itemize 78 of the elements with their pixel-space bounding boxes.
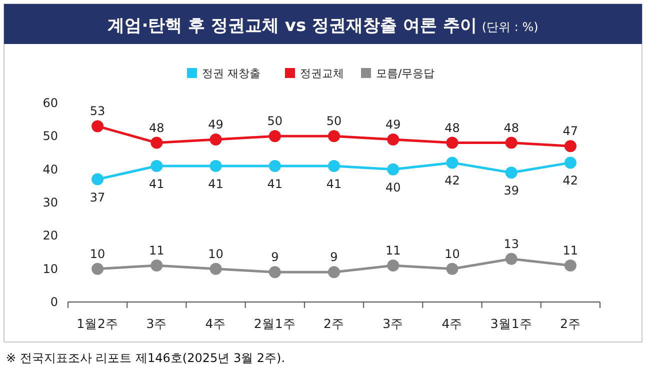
data-label: 40 [385,180,401,194]
y-tick-label: 0 [50,295,58,309]
point [446,156,458,169]
y-tick-label: 40 [42,162,58,176]
x-tick-label: 4주 [442,316,463,331]
모름/무응답: 10 11 10 9 9 11 10 13 11 [90,236,578,278]
정권교체: 53 48 49 50 50 49 48 48 47 [90,104,578,152]
point [150,160,163,172]
x-tick-label: 2주 [560,316,581,331]
data-label: 37 [90,190,106,204]
x-tick-label: 3월1주 [490,316,532,331]
point [446,136,458,149]
data-label: 42 [562,174,578,188]
data-label: 50 [267,114,283,128]
data-label: 41 [208,177,224,192]
y-tick-label: 30 [42,196,58,210]
data-label: 10 [208,246,224,261]
data-label: 47 [562,124,578,138]
x-tick-label: 1월2주 [76,316,119,331]
point [268,266,281,278]
point [328,160,340,172]
point [564,156,576,169]
y-tick-label: 50 [42,129,58,144]
point [150,260,163,272]
x-tick-label: 3주 [146,316,168,331]
data-label: 50 [326,114,342,128]
text: ※ 전국지표조사 리포트 제146호(2025년 3월 2주). [6,351,286,365]
legend-label: 정권교체 [300,67,344,80]
data-label: 11 [385,244,401,258]
point [92,262,104,275]
data-label: 42 [444,174,460,188]
data-label: 10 [90,246,106,261]
point [92,120,104,132]
data-label: 41 [326,177,342,192]
point [387,133,400,146]
chart-title: 계엄·탄핵 후 정권교체 vs 정권재창출 여론 추이 [108,16,477,36]
data-label: 48 [444,120,460,135]
y-tick-label: 10 [42,262,58,276]
data-label: 9 [330,250,338,264]
point [505,136,518,149]
point [92,173,104,186]
point [328,266,340,278]
x-tick-label: 4주 [205,316,226,331]
point [210,133,222,146]
x-tick-label: 2월1주 [254,316,296,331]
y-tick-label: 60 [42,96,58,110]
data-label: 9 [271,250,279,264]
point [387,260,400,272]
point [210,262,222,275]
point [505,252,518,265]
y-tick-label: 20 [42,228,58,243]
legend-label: 모름/무응답 [376,67,435,80]
point [505,166,518,179]
point [387,163,400,176]
data-label: 11 [562,244,578,258]
data-label: 11 [149,244,164,258]
data-label: 53 [90,104,106,118]
point [268,160,281,172]
data-label: 13 [504,236,519,251]
legend-label: 정권 재창출 [202,67,260,80]
data-label: 48 [504,120,519,135]
point [210,160,222,172]
point [268,130,281,142]
data-label: 41 [267,177,283,192]
chart-subtitle: (단위 : %) [482,20,538,34]
data-label: 10 [444,246,460,261]
x-tick-label: 3주 [382,316,404,331]
data-label: 39 [504,184,519,198]
data-label: 49 [208,117,224,132]
point [446,262,458,275]
point [564,260,576,272]
data-label: 41 [149,177,164,192]
point [328,130,340,142]
point [150,136,163,149]
data-label: 48 [149,120,164,135]
point [564,140,576,152]
data-label: 49 [385,117,401,132]
x-tick-label: 2주 [324,316,344,331]
